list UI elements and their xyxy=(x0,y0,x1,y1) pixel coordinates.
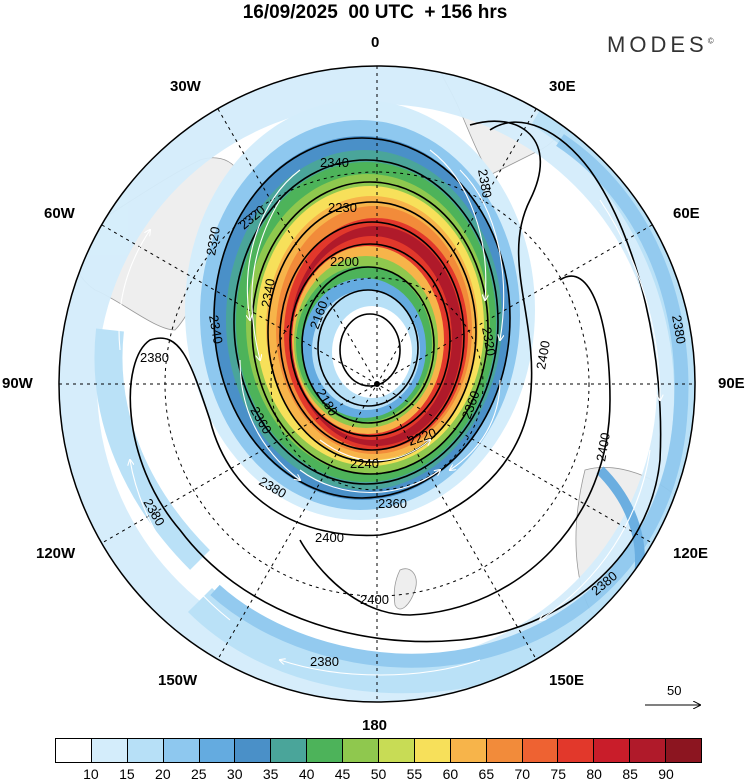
colorbar-tick-label: 55 xyxy=(406,766,423,782)
contour-label: 2340 xyxy=(320,155,349,170)
contour-label: 2230 xyxy=(328,200,357,215)
lon-label-120w: 120W xyxy=(36,545,76,562)
lon-label-0: 0 xyxy=(371,34,380,51)
colorbar-tick-label: 35 xyxy=(262,766,279,782)
colorbar-cell xyxy=(414,739,451,762)
colorbar-cell xyxy=(163,739,200,762)
colorbar-cell xyxy=(486,739,523,762)
colorbar-tick-label: 50 xyxy=(370,766,387,782)
colorbar-cell xyxy=(91,739,128,762)
map-title: 16/09/2025 00 UTC + 156 hrs xyxy=(242,2,508,23)
colorbar-tick-label: 60 xyxy=(442,766,459,782)
brand-name: MODES xyxy=(607,32,708,57)
colorbar-cell xyxy=(594,739,631,762)
colorbar-tick-label: 40 xyxy=(298,766,315,782)
brand-logo: MODES© xyxy=(607,32,714,58)
colorbar xyxy=(55,738,702,763)
colorbar-cell xyxy=(127,739,164,762)
wind-streamlines xyxy=(118,149,660,676)
colorbar-cell xyxy=(522,739,559,762)
contour-label: 2360 xyxy=(378,496,407,511)
colorbar-tick-label: 20 xyxy=(155,766,171,782)
lon-label-180: 180 xyxy=(362,717,388,734)
colorbar-cell xyxy=(271,739,308,762)
land-new-zealand xyxy=(393,568,417,610)
lon-label-90e: 90E xyxy=(718,375,745,392)
colorbar-tick-label: 75 xyxy=(550,766,567,782)
colorbar-cell xyxy=(56,739,92,762)
contour-label: 2240 xyxy=(350,456,379,471)
contour-label: 2340 xyxy=(206,314,226,345)
polar-map: 2340 2230 2200 2160 2180 2220 2240 2360 … xyxy=(58,65,750,740)
colorbar-cell xyxy=(558,739,595,762)
contour-label: 2380 xyxy=(475,168,495,199)
contour-label: 2380 xyxy=(140,350,169,365)
colorbar-tick-label: 45 xyxy=(334,766,351,782)
colorbar-cell xyxy=(666,739,702,762)
height-contours xyxy=(129,120,662,643)
contour-label: 2400 xyxy=(360,592,389,607)
contour-label: 2380 xyxy=(310,654,339,669)
contour-label: 2400 xyxy=(315,530,344,545)
colorbar-tick-label: 65 xyxy=(478,766,495,782)
contour-label: 2200 xyxy=(330,254,359,269)
contour-label: 2400 xyxy=(593,431,613,462)
copyright-mark: © xyxy=(707,36,714,46)
lon-label-30e: 30E xyxy=(549,78,576,95)
lon-label-60e: 60E xyxy=(673,205,700,222)
lon-label-150e: 150E xyxy=(549,672,585,689)
colorbar-tick-label: 85 xyxy=(622,766,638,782)
colorbar-tick-label: 70 xyxy=(514,766,531,782)
contour-label: 2340 xyxy=(258,277,278,308)
wind-scale-label: 50 xyxy=(667,683,682,698)
map-border xyxy=(58,65,696,703)
contour-label: 2320 xyxy=(479,326,499,357)
colorbar-tick-label: 25 xyxy=(190,766,207,782)
south-pole-marker xyxy=(374,381,380,387)
colorbar-cell xyxy=(199,739,236,762)
lon-label-120e: 120E xyxy=(673,545,709,562)
colorbar-cell xyxy=(630,739,667,762)
contour-label: 2380 xyxy=(669,314,689,345)
lon-label-60w: 60W xyxy=(44,205,75,222)
colorbar-cell xyxy=(307,739,344,762)
lon-label-90w: 90W xyxy=(2,375,33,392)
colorbar-tick-label: 15 xyxy=(119,766,135,782)
colorbar-tick-label: 90 xyxy=(658,766,674,782)
contour-label: 2400 xyxy=(533,339,553,370)
colorbar-tick-label: 30 xyxy=(226,766,243,782)
colorbar-tick-label: 80 xyxy=(586,766,602,782)
colorbar-tick-label: 10 xyxy=(83,766,99,782)
colorbar-tick-labels: 10 15 20 25 30 35 40 45 50 55 60 65 70 75 80 85 90 xyxy=(55,766,702,782)
colorbar-cell xyxy=(450,739,487,762)
colorbar-cell xyxy=(235,739,272,762)
colorbar-cell xyxy=(379,739,415,762)
colorbar-cell xyxy=(343,739,380,762)
contour-label: 2320 xyxy=(203,225,223,256)
lon-label-150w: 150W xyxy=(158,672,198,689)
lon-label-30w: 30W xyxy=(170,78,201,95)
